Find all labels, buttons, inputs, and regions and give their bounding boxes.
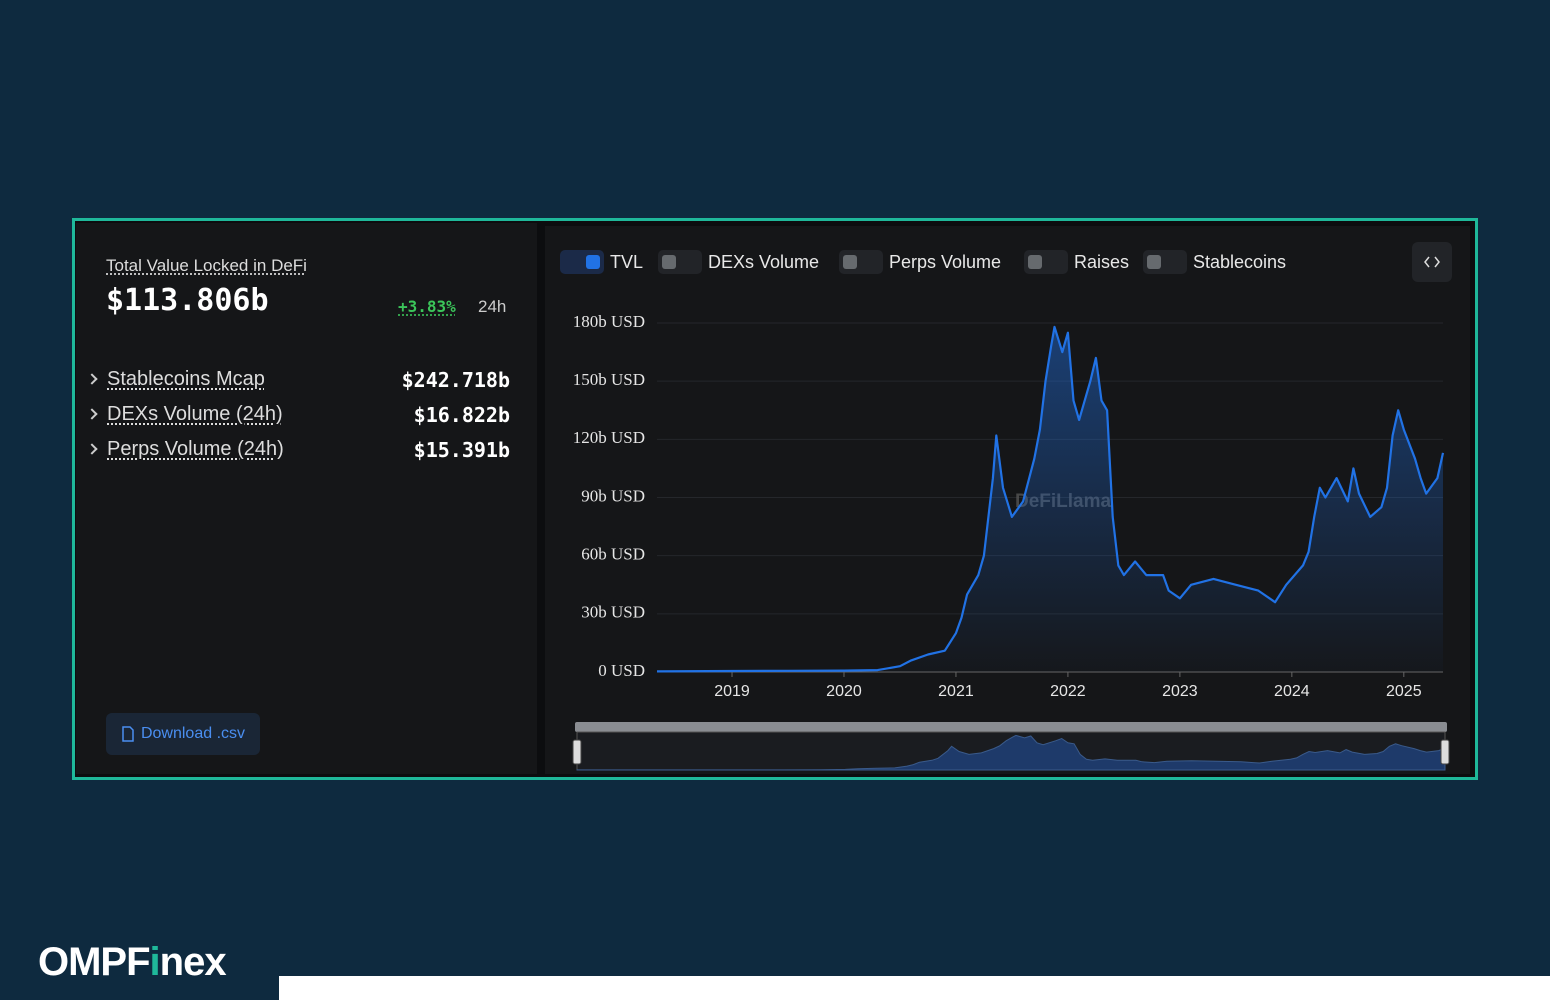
navigator-handle[interactable] bbox=[1440, 739, 1450, 765]
toggle-switch bbox=[839, 250, 883, 274]
download-button[interactable]: Download .csv bbox=[106, 713, 260, 755]
toggle-label: Stablecoins bbox=[1193, 251, 1287, 272]
stat-value: $242.718b bbox=[401, 368, 510, 392]
y-tick-label: 150b USD bbox=[573, 370, 645, 389]
y-tick-label: 60b USD bbox=[581, 545, 645, 564]
x-tick-label: 2025 bbox=[1386, 683, 1422, 700]
code-icon bbox=[1424, 256, 1440, 268]
stat-row: Perps Volume (24h) $15.391b bbox=[76, 436, 537, 462]
tvl-area bbox=[657, 326, 1443, 672]
series-toggle[interactable]: TVL bbox=[560, 250, 643, 274]
stat-value: $15.391b bbox=[413, 438, 510, 462]
x-tick-label: 2020 bbox=[826, 683, 862, 700]
tvl-title: Total Value Locked in DeFi bbox=[106, 256, 307, 275]
series-toggle[interactable]: Perps Volume bbox=[839, 250, 1001, 274]
series-toggle[interactable]: Stablecoins bbox=[1143, 250, 1286, 274]
x-tick-label: 2019 bbox=[714, 683, 750, 700]
y-tick-label: 30b USD bbox=[581, 603, 645, 622]
toggle-label: Perps Volume bbox=[889, 251, 1002, 272]
brand-logo: OMPFinex bbox=[38, 940, 227, 985]
download-label: Download .csv bbox=[140, 725, 246, 742]
x-tick-label: 2021 bbox=[938, 683, 974, 700]
brand-part: nex bbox=[159, 940, 227, 984]
stat-row: Stablecoins Mcap $242.718b bbox=[76, 366, 537, 392]
tvl-change: +3.83% bbox=[398, 297, 456, 316]
y-tick-label: 180b USD bbox=[573, 312, 645, 331]
brand-part: i bbox=[149, 940, 161, 984]
tvl-value: $113.806b bbox=[106, 283, 269, 318]
navigator-handle[interactable] bbox=[572, 739, 582, 765]
stat-value: $16.822b bbox=[413, 403, 510, 427]
stat-label: Stablecoins Mcap bbox=[107, 368, 265, 390]
toggle-switch bbox=[1143, 250, 1187, 274]
y-tick-label: 0 USD bbox=[598, 661, 645, 680]
toggle-label: DEXs Volume bbox=[708, 251, 820, 272]
navigator-bar bbox=[575, 722, 1447, 732]
series-toggle[interactable]: Raises bbox=[1024, 250, 1129, 274]
file-icon bbox=[122, 726, 134, 742]
stat-row: DEXs Volume (24h) $16.822b bbox=[76, 401, 537, 427]
x-tick-label: 2022 bbox=[1050, 683, 1086, 700]
summary-panel: Total Value Locked in DeFi $113.806b +3.… bbox=[76, 223, 537, 774]
toggle-switch bbox=[658, 250, 702, 274]
tvl-line bbox=[656, 325, 1445, 673]
navigator-area bbox=[576, 734, 1446, 771]
toggle-label: TVL bbox=[610, 251, 644, 272]
y-tick-label: 120b USD bbox=[573, 428, 645, 447]
change-period: 24h bbox=[478, 297, 507, 316]
stat-label: Perps Volume (24h) bbox=[107, 438, 284, 460]
footer-bar bbox=[279, 976, 1550, 1000]
x-tick-label: 2023 bbox=[1162, 683, 1198, 700]
stat-label: DEXs Volume (24h) bbox=[107, 403, 283, 425]
embed-button[interactable] bbox=[1412, 242, 1452, 282]
toggle-label: Raises bbox=[1074, 251, 1130, 272]
brand-part: OMPF bbox=[38, 940, 151, 984]
toggle-switch bbox=[1024, 250, 1068, 274]
toggle-switch bbox=[560, 250, 604, 274]
y-tick-label: 90b USD bbox=[581, 486, 645, 505]
series-toggle[interactable]: DEXs Volume bbox=[658, 250, 819, 274]
x-tick-label: 2024 bbox=[1274, 683, 1310, 700]
